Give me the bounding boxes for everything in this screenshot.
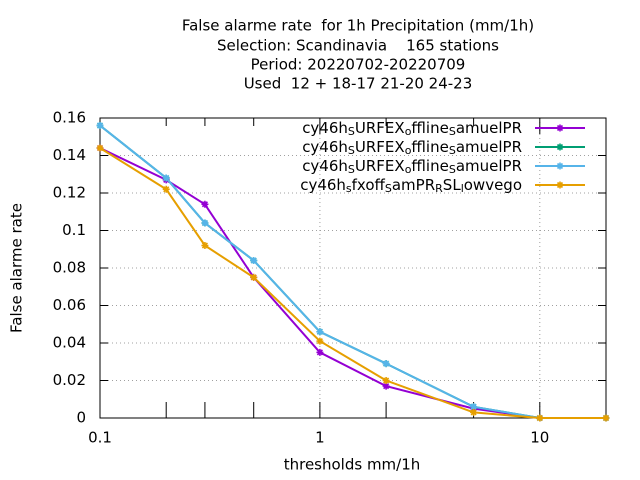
point — [162, 185, 170, 193]
legend-label: cy46hSURFEXofflineSamuelPR — [302, 138, 522, 158]
point — [316, 337, 324, 345]
point — [201, 219, 209, 227]
point — [470, 403, 478, 411]
chart-title: Period: 20220702-20220709 — [251, 56, 466, 74]
y-axis-label: False alarme rate — [8, 203, 26, 333]
x-tick-label: 1 — [315, 429, 325, 447]
point — [96, 144, 104, 152]
x-tick-label: 10 — [530, 429, 549, 447]
x-tick-label: 0.1 — [88, 429, 112, 447]
y-tick-label: 0.08 — [53, 259, 86, 277]
y-tick-label: 0.02 — [53, 371, 86, 389]
chart-title: False alarme rate for 1h Precipitation (… — [182, 17, 534, 35]
point — [250, 257, 258, 264]
point — [602, 414, 610, 422]
point — [201, 200, 209, 208]
point — [201, 242, 209, 249]
y-tick-label: 0.06 — [53, 296, 86, 314]
chart-title: Selection: Scandinavia 165 stations — [217, 37, 499, 55]
y-tick-label: 0.04 — [53, 334, 86, 352]
legend-label: cy46hsfxoffSamPRRSLlowvego — [300, 176, 522, 196]
point — [316, 348, 324, 356]
point — [382, 377, 390, 384]
point — [96, 122, 104, 129]
point — [316, 328, 324, 336]
legend-marker — [556, 143, 564, 151]
point — [162, 174, 170, 182]
legend-label: cy46hSURFEXofflineSamuelPR — [302, 157, 522, 177]
y-tick-label: 0 — [76, 409, 86, 427]
y-tick-label: 0.1 — [62, 221, 86, 239]
y-tick-label: 0.14 — [53, 146, 86, 164]
x-axis-label: thresholds mm/1h — [284, 456, 421, 474]
legend-marker — [556, 181, 564, 189]
y-tick-label: 0.12 — [53, 184, 86, 202]
point — [382, 382, 390, 390]
point — [470, 408, 478, 416]
point — [382, 360, 390, 368]
plot-frame — [99, 117, 607, 419]
legend-marker — [556, 124, 564, 132]
point — [250, 273, 258, 281]
y-tick-label: 0.16 — [53, 109, 86, 127]
legend-label: cy46hSURFEXofflineSamuelPR — [302, 119, 522, 139]
point — [536, 414, 544, 422]
chart-title: Used 12 + 18-17 21-20 24-23 — [244, 75, 473, 93]
legend-marker — [556, 162, 564, 170]
